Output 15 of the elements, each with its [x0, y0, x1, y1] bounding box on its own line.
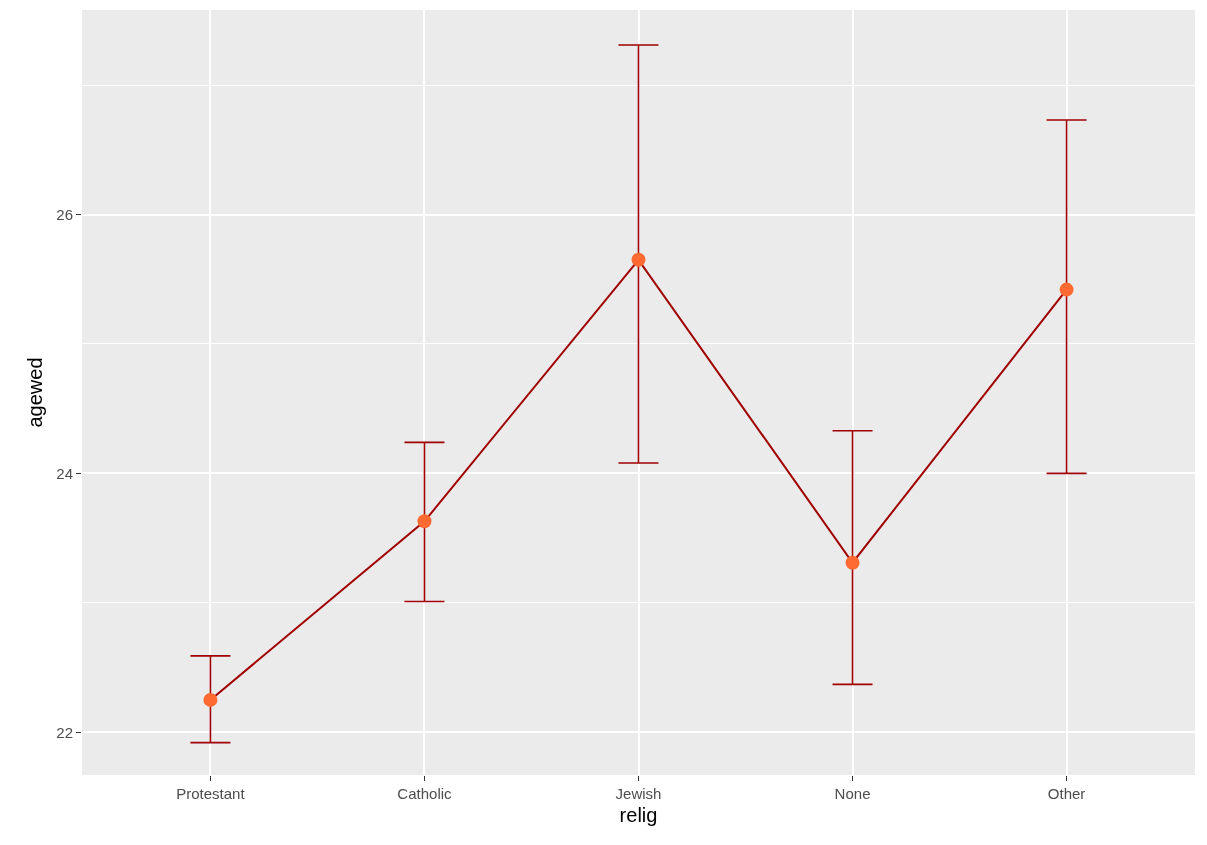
y-tick-label: 26 [56, 205, 73, 223]
point [417, 514, 432, 529]
x-tick-label: Catholic [397, 785, 453, 802]
point [631, 252, 646, 267]
point [1059, 282, 1074, 297]
y-axis-title: agewed [23, 357, 46, 428]
point [203, 692, 218, 707]
y-tick-label: 24 [56, 464, 73, 482]
x-axis-title: relig [619, 803, 658, 826]
x-tick-label: Other [1047, 785, 1086, 802]
x-tick-label: Jewish [615, 785, 662, 802]
x-tick-label: None [834, 785, 871, 802]
y-tick-label: 22 [56, 723, 73, 741]
x-tick-label: Protestant [176, 785, 246, 802]
point [845, 555, 860, 570]
